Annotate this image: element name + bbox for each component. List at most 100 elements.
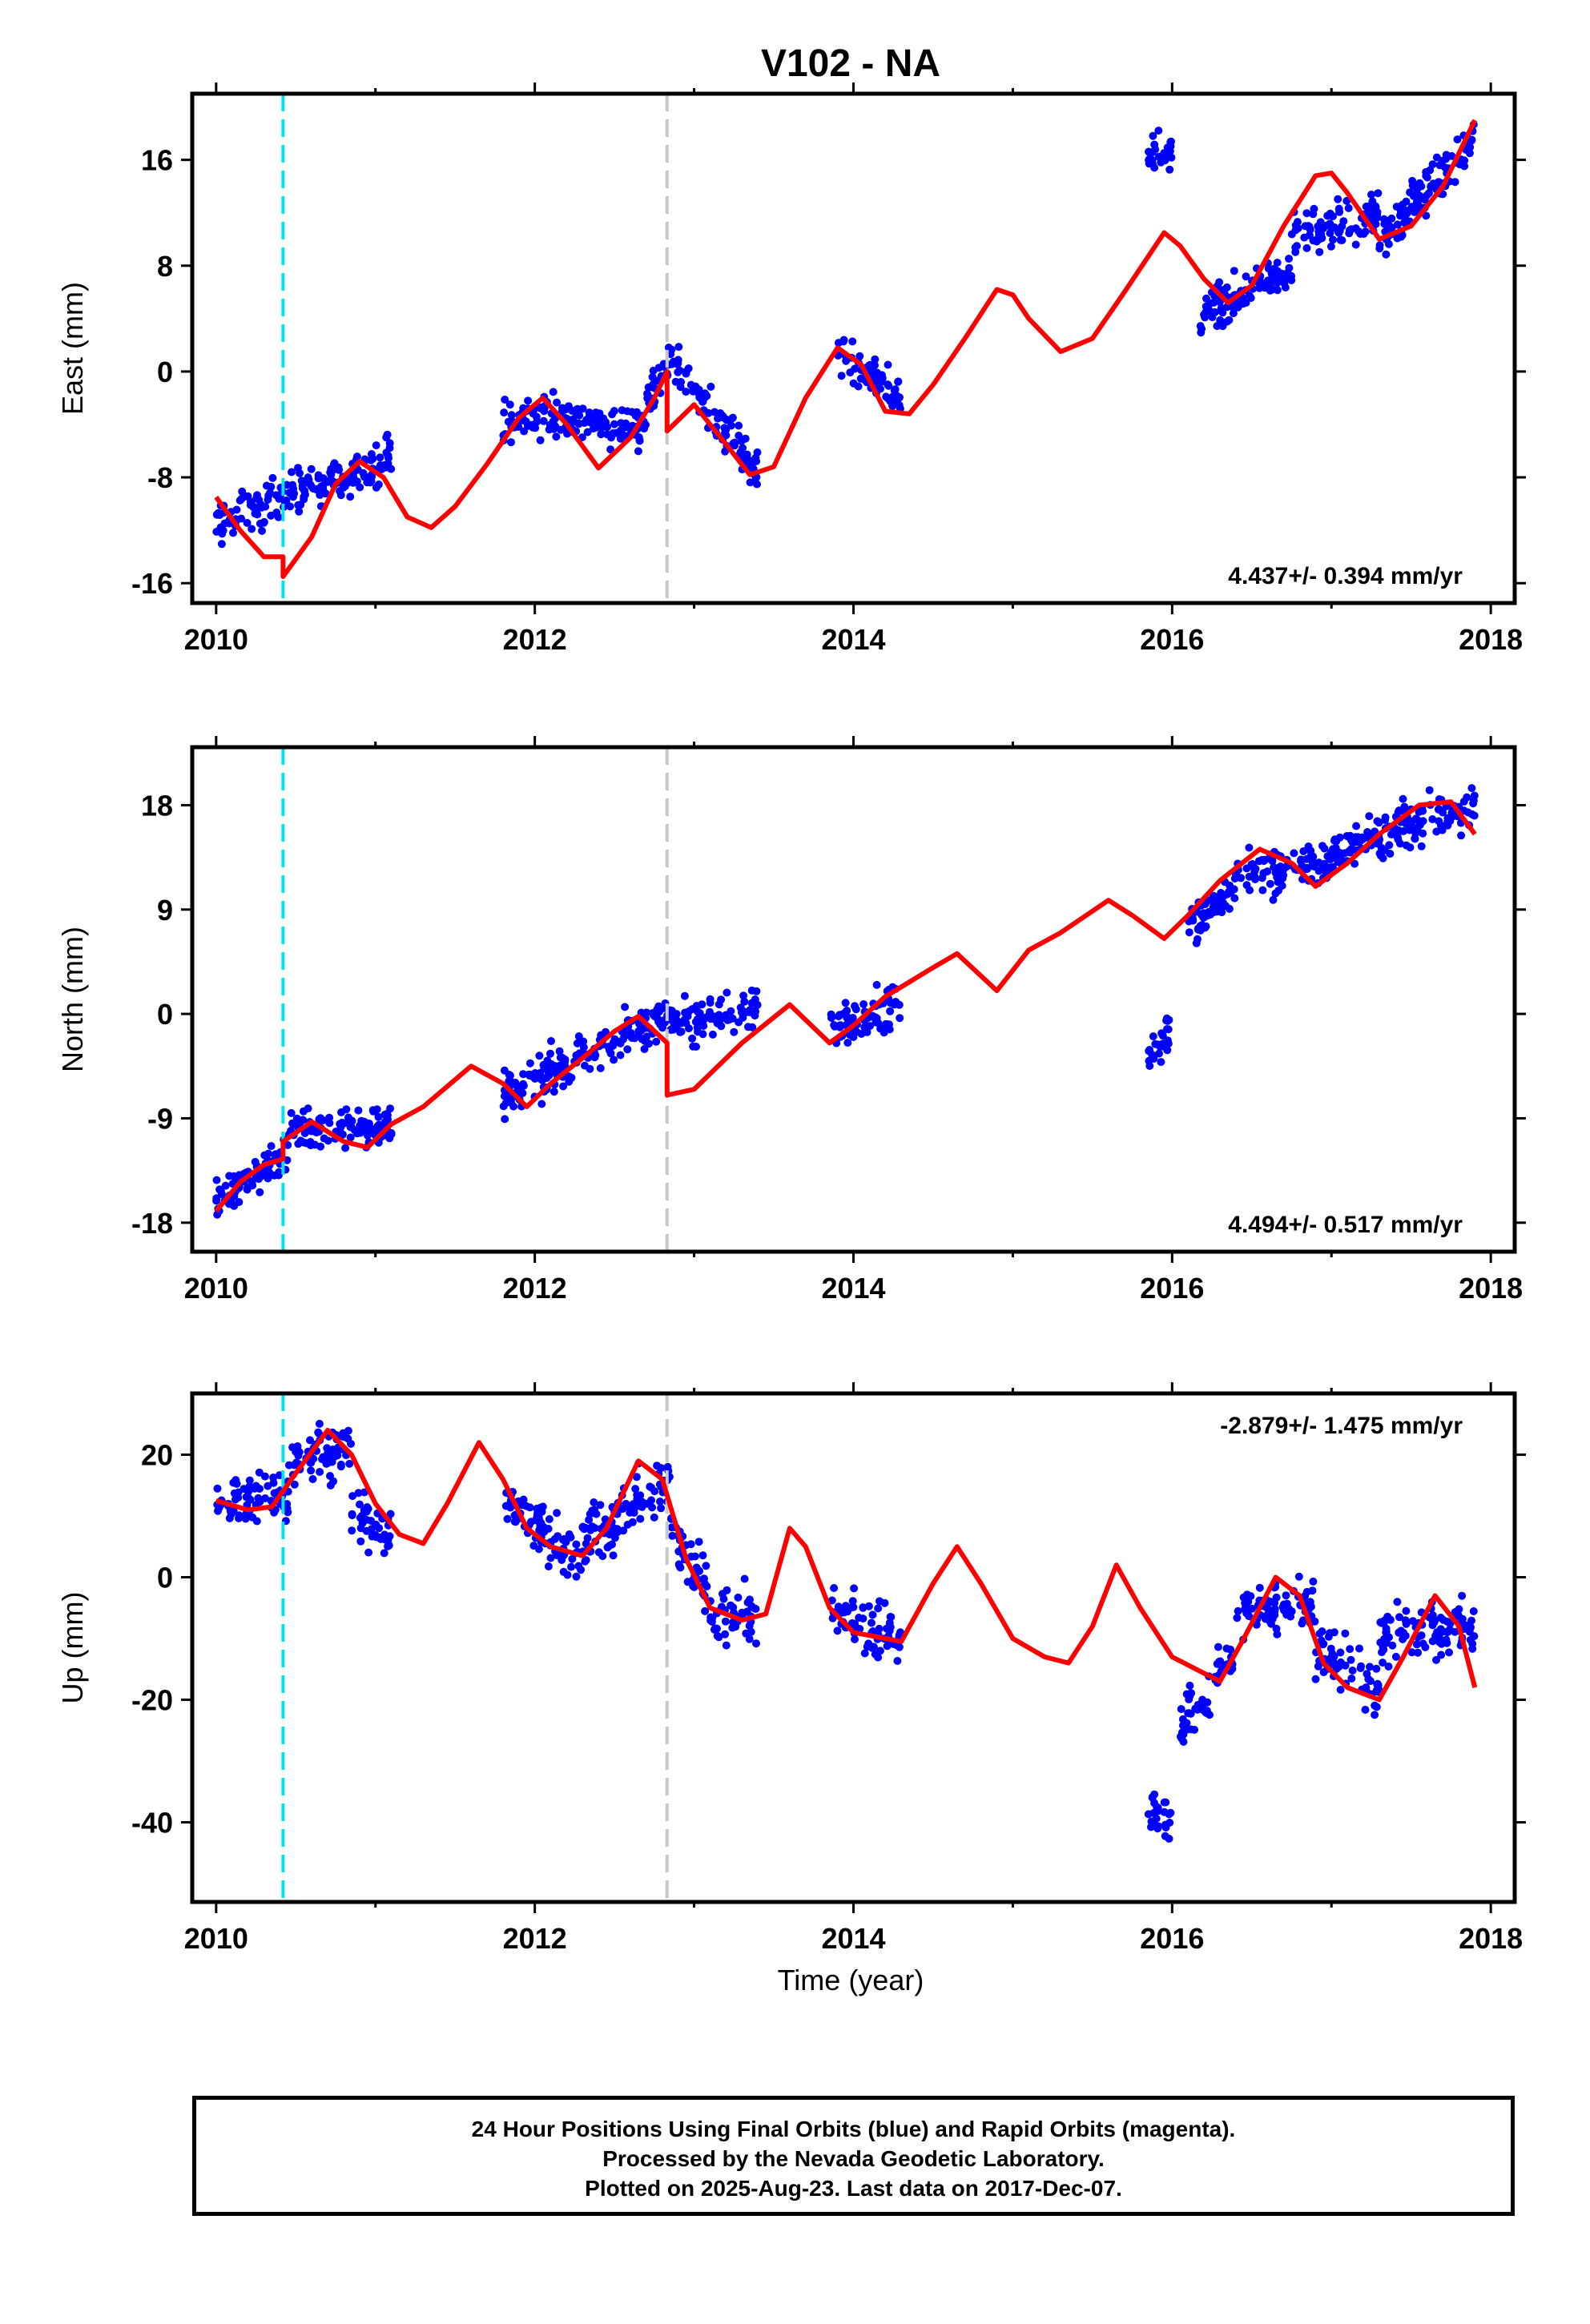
data-point (1310, 204, 1318, 213)
data-point (559, 1567, 568, 1576)
data-point (519, 1070, 528, 1079)
data-point (623, 1045, 632, 1054)
data-point (570, 417, 578, 426)
data-point (1385, 841, 1394, 850)
data-point (527, 1518, 536, 1526)
data-point (867, 1618, 876, 1627)
data-point (842, 356, 851, 365)
data-point (1345, 229, 1354, 238)
data-point (272, 491, 280, 500)
data-point (667, 1016, 676, 1024)
data-point (638, 1035, 646, 1043)
data-point (544, 1525, 553, 1533)
data-point (880, 1028, 888, 1037)
footer-line-dates: Plotted on 2025-Aug-23. Last data on 201… (585, 2176, 1122, 2201)
data-point (376, 453, 384, 462)
plot-area-up (213, 1393, 1479, 1902)
data-point (1381, 816, 1390, 824)
data-point (301, 490, 309, 499)
data-point (753, 448, 762, 456)
data-point (1417, 1631, 1426, 1640)
data-point (1267, 269, 1276, 278)
data-point (874, 1604, 883, 1613)
data-point (1436, 821, 1445, 830)
data-point (717, 1602, 726, 1611)
data-point (292, 1447, 300, 1456)
data-point (1326, 242, 1335, 251)
data-point (1293, 242, 1301, 251)
data-point (254, 1494, 263, 1502)
data-point (1436, 1625, 1445, 1634)
model-curve (215, 1427, 1478, 1703)
x-tick-label: 2018 (1459, 623, 1523, 656)
data-point (609, 1551, 618, 1560)
data-point (1302, 243, 1311, 252)
data-point (252, 508, 260, 517)
data-point (1458, 1614, 1467, 1623)
data-point (1278, 269, 1286, 278)
y-tick-label: 9 (157, 894, 173, 927)
data-point (345, 1459, 354, 1468)
data-point (610, 407, 618, 416)
data-point (1406, 205, 1415, 214)
data-point (834, 339, 843, 348)
data-point (1395, 839, 1404, 848)
data-point (653, 1462, 662, 1470)
data-point (520, 427, 529, 436)
data-point (737, 437, 746, 445)
data-point (1196, 922, 1205, 931)
data-point (1334, 227, 1342, 236)
data-point (1412, 1640, 1421, 1649)
data-point (506, 1503, 515, 1512)
data-point (837, 372, 846, 380)
data-point (339, 1429, 348, 1437)
data-point (883, 1624, 892, 1633)
data-point (1304, 842, 1313, 850)
data-point (256, 1188, 264, 1196)
data-point (315, 1419, 324, 1428)
data-point (290, 1480, 299, 1489)
data-point (380, 1535, 389, 1544)
data-point (1227, 887, 1236, 895)
data-point (674, 368, 682, 376)
y-axis-title-east: East (mm) (56, 282, 89, 415)
data-point (874, 1019, 883, 1027)
data-point (341, 1144, 350, 1152)
data-point (1428, 815, 1437, 823)
data-point (888, 392, 897, 401)
data-point (269, 1478, 278, 1487)
data-point (668, 1531, 677, 1540)
data-point (288, 468, 296, 476)
data-point (640, 1045, 649, 1053)
data-point (579, 1043, 588, 1051)
data-point (1399, 1635, 1407, 1643)
data-point (830, 1584, 839, 1592)
panel-north: 2010 2012 2014 2016 2018 -18 -9 0 9 18 North (mm) 4… (56, 736, 1526, 1305)
data-point (1442, 155, 1451, 163)
data-point (1145, 147, 1153, 156)
data-point (1251, 865, 1260, 873)
data-point (1414, 197, 1423, 206)
data-point (698, 1551, 707, 1560)
data-point (1468, 1639, 1477, 1648)
data-point (699, 1022, 708, 1030)
data-point (1391, 825, 1399, 834)
data-point (518, 1089, 527, 1097)
data-point (698, 1030, 707, 1039)
data-point (847, 1618, 856, 1627)
data-point (1245, 292, 1254, 300)
panel-up: 2010 2012 2014 2016 2018 -40 -20 0 20 Up (mm) -2.8… (56, 1382, 1526, 1955)
data-point (212, 1194, 221, 1203)
data-point (1303, 865, 1311, 873)
data-point (721, 428, 729, 437)
y-tick-label: 18 (141, 789, 173, 822)
data-point (1147, 1823, 1155, 1831)
data-point (598, 1552, 607, 1561)
data-point (578, 1522, 587, 1531)
data-point (319, 1116, 328, 1124)
data-point (619, 432, 628, 440)
data-point (848, 337, 857, 346)
data-point (714, 1000, 723, 1009)
data-point (555, 1047, 564, 1055)
